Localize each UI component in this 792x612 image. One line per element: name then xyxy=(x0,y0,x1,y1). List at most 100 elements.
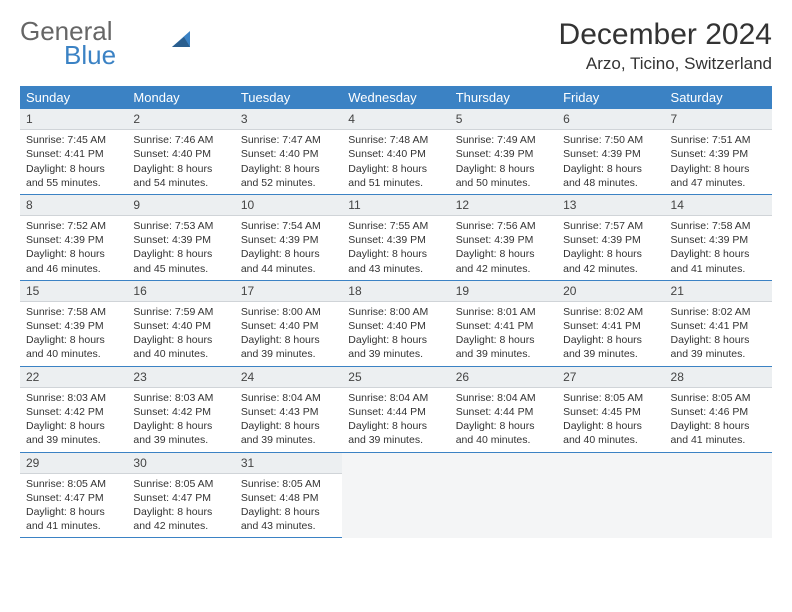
day-header: Tuesday xyxy=(235,86,342,109)
calendar-row: 8Sunrise: 7:52 AMSunset: 4:39 PMDaylight… xyxy=(20,194,772,280)
sunset-line: Sunset: 4:46 PM xyxy=(671,405,766,419)
day-body: Sunrise: 7:49 AMSunset: 4:39 PMDaylight:… xyxy=(450,130,557,194)
daylight-line: Daylight: 8 hours and 47 minutes. xyxy=(671,162,766,190)
daylight-line: Daylight: 8 hours and 39 minutes. xyxy=(26,419,121,447)
daylight-line: Daylight: 8 hours and 42 minutes. xyxy=(133,505,228,533)
calendar-cell: 10Sunrise: 7:54 AMSunset: 4:39 PMDayligh… xyxy=(235,194,342,280)
day-number: 9 xyxy=(127,195,234,216)
logo: General Blue xyxy=(20,18,88,68)
sunrise-line: Sunrise: 7:48 AM xyxy=(348,133,443,147)
sunset-line: Sunset: 4:42 PM xyxy=(133,405,228,419)
calendar-row: 1Sunrise: 7:45 AMSunset: 4:41 PMDaylight… xyxy=(20,109,772,194)
daylight-line: Daylight: 8 hours and 54 minutes. xyxy=(133,162,228,190)
daylight-line: Daylight: 8 hours and 48 minutes. xyxy=(563,162,658,190)
day-body: Sunrise: 8:03 AMSunset: 4:42 PMDaylight:… xyxy=(127,388,234,452)
daylight-line: Daylight: 8 hours and 44 minutes. xyxy=(241,247,336,275)
sunrise-line: Sunrise: 7:57 AM xyxy=(563,219,658,233)
sunset-line: Sunset: 4:40 PM xyxy=(133,319,228,333)
sunset-line: Sunset: 4:39 PM xyxy=(563,233,658,247)
day-number: 30 xyxy=(127,453,234,474)
day-body: Sunrise: 7:56 AMSunset: 4:39 PMDaylight:… xyxy=(450,216,557,280)
day-number: 4 xyxy=(342,109,449,130)
header: General Blue December 2024 Arzo, Ticino,… xyxy=(20,18,772,74)
day-body: Sunrise: 7:54 AMSunset: 4:39 PMDaylight:… xyxy=(235,216,342,280)
day-number: 27 xyxy=(557,367,664,388)
day-number: 17 xyxy=(235,281,342,302)
day-header: Friday xyxy=(557,86,664,109)
daylight-line: Daylight: 8 hours and 39 minutes. xyxy=(241,333,336,361)
day-number: 10 xyxy=(235,195,342,216)
calendar-cell: 22Sunrise: 8:03 AMSunset: 4:42 PMDayligh… xyxy=(20,366,127,452)
day-number: 15 xyxy=(20,281,127,302)
day-number: 25 xyxy=(342,367,449,388)
day-number: 14 xyxy=(665,195,772,216)
day-number: 21 xyxy=(665,281,772,302)
sunset-line: Sunset: 4:39 PM xyxy=(456,147,551,161)
calendar-cell: 31Sunrise: 8:05 AMSunset: 4:48 PMDayligh… xyxy=(235,452,342,538)
calendar-cell: 27Sunrise: 8:05 AMSunset: 4:45 PMDayligh… xyxy=(557,366,664,452)
calendar-cell: 7Sunrise: 7:51 AMSunset: 4:39 PMDaylight… xyxy=(665,109,772,194)
calendar-cell: 26Sunrise: 8:04 AMSunset: 4:44 PMDayligh… xyxy=(450,366,557,452)
day-number: 28 xyxy=(665,367,772,388)
day-number: 7 xyxy=(665,109,772,130)
day-body: Sunrise: 8:04 AMSunset: 4:44 PMDaylight:… xyxy=(342,388,449,452)
sunrise-line: Sunrise: 7:49 AM xyxy=(456,133,551,147)
sunrise-line: Sunrise: 8:03 AM xyxy=(26,391,121,405)
sunrise-line: Sunrise: 8:02 AM xyxy=(671,305,766,319)
sunrise-line: Sunrise: 7:59 AM xyxy=(133,305,228,319)
title-block: December 2024 Arzo, Ticino, Switzerland xyxy=(559,18,772,74)
sunrise-line: Sunrise: 7:54 AM xyxy=(241,219,336,233)
sunset-line: Sunset: 4:40 PM xyxy=(348,319,443,333)
daylight-line: Daylight: 8 hours and 39 minutes. xyxy=(348,419,443,447)
daylight-line: Daylight: 8 hours and 43 minutes. xyxy=(241,505,336,533)
day-body: Sunrise: 7:45 AMSunset: 4:41 PMDaylight:… xyxy=(20,130,127,194)
day-body: Sunrise: 7:59 AMSunset: 4:40 PMDaylight:… xyxy=(127,302,234,366)
day-body: Sunrise: 7:58 AMSunset: 4:39 PMDaylight:… xyxy=(20,302,127,366)
sunrise-line: Sunrise: 8:00 AM xyxy=(241,305,336,319)
sunrise-line: Sunrise: 7:51 AM xyxy=(671,133,766,147)
day-number: 8 xyxy=(20,195,127,216)
day-body: Sunrise: 8:05 AMSunset: 4:45 PMDaylight:… xyxy=(557,388,664,452)
sunset-line: Sunset: 4:44 PM xyxy=(348,405,443,419)
sunset-line: Sunset: 4:39 PM xyxy=(26,233,121,247)
sunset-line: Sunset: 4:44 PM xyxy=(456,405,551,419)
day-number: 5 xyxy=(450,109,557,130)
day-number: 29 xyxy=(20,453,127,474)
calendar-cell: 21Sunrise: 8:02 AMSunset: 4:41 PMDayligh… xyxy=(665,280,772,366)
logo-text-blue: Blue xyxy=(64,42,116,68)
daylight-line: Daylight: 8 hours and 40 minutes. xyxy=(456,419,551,447)
day-number: 16 xyxy=(127,281,234,302)
day-body: Sunrise: 7:53 AMSunset: 4:39 PMDaylight:… xyxy=(127,216,234,280)
calendar-table: Sunday Monday Tuesday Wednesday Thursday… xyxy=(20,86,772,538)
day-body: Sunrise: 8:00 AMSunset: 4:40 PMDaylight:… xyxy=(342,302,449,366)
daylight-line: Daylight: 8 hours and 43 minutes. xyxy=(348,247,443,275)
sunset-line: Sunset: 4:41 PM xyxy=(26,147,121,161)
sunrise-line: Sunrise: 8:04 AM xyxy=(348,391,443,405)
sunrise-line: Sunrise: 8:01 AM xyxy=(456,305,551,319)
daylight-line: Daylight: 8 hours and 41 minutes. xyxy=(26,505,121,533)
daylight-line: Daylight: 8 hours and 40 minutes. xyxy=(133,333,228,361)
sunset-line: Sunset: 4:41 PM xyxy=(671,319,766,333)
day-number: 11 xyxy=(342,195,449,216)
sunset-line: Sunset: 4:41 PM xyxy=(563,319,658,333)
calendar-cell: 29Sunrise: 8:05 AMSunset: 4:47 PMDayligh… xyxy=(20,452,127,538)
daylight-line: Daylight: 8 hours and 40 minutes. xyxy=(563,419,658,447)
calendar-cell: 8Sunrise: 7:52 AMSunset: 4:39 PMDaylight… xyxy=(20,194,127,280)
calendar-cell: 23Sunrise: 8:03 AMSunset: 4:42 PMDayligh… xyxy=(127,366,234,452)
location: Arzo, Ticino, Switzerland xyxy=(559,54,772,74)
sunset-line: Sunset: 4:39 PM xyxy=(671,233,766,247)
day-body: Sunrise: 8:05 AMSunset: 4:48 PMDaylight:… xyxy=(235,474,342,538)
daylight-line: Daylight: 8 hours and 39 minutes. xyxy=(241,419,336,447)
sunrise-line: Sunrise: 7:46 AM xyxy=(133,133,228,147)
sunset-line: Sunset: 4:45 PM xyxy=(563,405,658,419)
sunset-line: Sunset: 4:40 PM xyxy=(348,147,443,161)
daylight-line: Daylight: 8 hours and 41 minutes. xyxy=(671,419,766,447)
calendar-cell: 4Sunrise: 7:48 AMSunset: 4:40 PMDaylight… xyxy=(342,109,449,194)
daylight-line: Daylight: 8 hours and 46 minutes. xyxy=(26,247,121,275)
daylight-line: Daylight: 8 hours and 39 minutes. xyxy=(133,419,228,447)
sunset-line: Sunset: 4:47 PM xyxy=(133,491,228,505)
day-body: Sunrise: 7:50 AMSunset: 4:39 PMDaylight:… xyxy=(557,130,664,194)
day-number: 31 xyxy=(235,453,342,474)
day-body: Sunrise: 8:05 AMSunset: 4:47 PMDaylight:… xyxy=(20,474,127,538)
day-number: 26 xyxy=(450,367,557,388)
